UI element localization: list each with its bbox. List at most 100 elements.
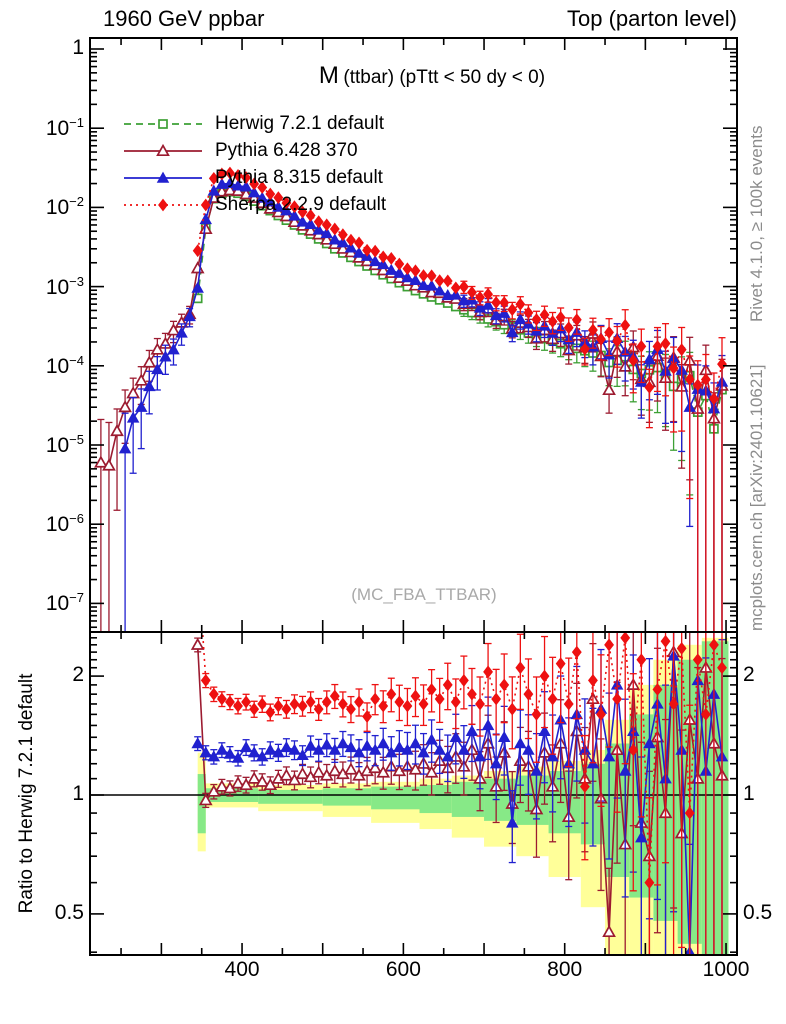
marker-filled-triangle xyxy=(231,179,245,191)
marker-filled-diamond xyxy=(418,697,429,711)
marker-filled-triangle xyxy=(506,326,519,338)
marker-filled-diamond xyxy=(588,674,598,687)
marker-filled-diamond xyxy=(644,876,655,890)
marker-filled-triangle xyxy=(304,739,317,751)
band-inner xyxy=(258,789,323,804)
marker-filled-diamond xyxy=(571,645,582,659)
marker-filled-triangle xyxy=(336,236,350,248)
marker-open-triangle xyxy=(327,763,342,777)
marker-open-triangle xyxy=(247,771,262,784)
marker-filled-diamond xyxy=(321,218,332,232)
marker-filled-triangle xyxy=(401,743,414,755)
marker-filled-diamond xyxy=(265,705,276,719)
legend-item: Sherpa 2.2.9 default xyxy=(120,191,386,218)
main-y-tick-label: 10−1 xyxy=(45,115,84,141)
marker-filled-triangle xyxy=(602,750,616,762)
marker-filled-diamond xyxy=(483,287,494,301)
marker-filled-triangle xyxy=(376,737,390,749)
marker-filled-triangle xyxy=(352,246,366,258)
band-inner xyxy=(419,785,452,814)
marker-filled-triangle xyxy=(425,733,438,745)
marker-filled-triangle xyxy=(183,310,196,322)
marker-filled-diamond xyxy=(588,323,598,337)
marker-filled-diamond xyxy=(604,638,614,652)
marker-filled-diamond xyxy=(289,697,300,711)
series-line xyxy=(100,189,723,467)
marker-open-triangle xyxy=(311,765,326,778)
marker-filled-diamond xyxy=(434,692,445,706)
marker-filled-triangle xyxy=(457,743,471,755)
marker-filled-diamond xyxy=(321,695,332,709)
marker-filled-diamond xyxy=(579,780,590,794)
marker-filled-diamond xyxy=(467,687,477,701)
marker-filled-diamond xyxy=(547,692,558,706)
marker-filled-triangle xyxy=(497,306,511,318)
marker-open-triangle xyxy=(142,355,157,368)
marker-filled-triangle xyxy=(215,177,229,189)
marker-filled-triangle xyxy=(385,263,398,275)
marker-filled-triangle xyxy=(223,747,237,759)
marker-filled-diamond xyxy=(507,303,518,317)
marker-filled-diamond xyxy=(329,689,340,703)
marker-open-triangle xyxy=(287,214,302,228)
marker-filled-diamond xyxy=(604,325,614,339)
marker-filled-triangle xyxy=(449,730,463,742)
marker-filled-diamond xyxy=(192,244,203,258)
marker-filled-triangle xyxy=(272,200,285,212)
marker-filled-triangle xyxy=(635,831,648,843)
marker-filled-diamond xyxy=(233,168,243,182)
marker-filled-diamond xyxy=(402,699,413,713)
legend-item: Pythia 6.428 370 xyxy=(120,137,386,164)
marker-open-triangle xyxy=(231,776,245,789)
band-inner xyxy=(451,781,485,817)
ratio-y-tick-label-left: 0.5 xyxy=(54,900,84,924)
ratio-y-tick-label-left: 2 xyxy=(72,663,84,687)
marker-filled-diamond xyxy=(692,653,703,667)
marker-filled-triangle xyxy=(336,737,350,749)
marker-filled-diamond xyxy=(708,638,719,652)
marker-open-triangle xyxy=(156,143,170,156)
marker-filled-triangle xyxy=(215,743,229,755)
x-tick-label: 600 xyxy=(385,958,421,981)
ratio-y-tick-label-right: 1 xyxy=(743,782,755,805)
marker-open-triangle xyxy=(134,373,149,386)
marker-filled-diamond xyxy=(442,678,453,692)
marker-filled-triangle xyxy=(514,737,527,749)
marker-filled-diamond xyxy=(410,264,421,278)
marker-filled-diamond xyxy=(668,697,679,711)
marker-filled-diamond xyxy=(216,692,227,706)
marker-filled-diamond xyxy=(563,321,574,335)
marker-filled-diamond xyxy=(313,215,324,229)
marker-filled-diamond xyxy=(499,296,510,310)
marker-open-triangle xyxy=(110,423,124,437)
marker-filled-triangle xyxy=(264,195,277,207)
marker-filled-diamond xyxy=(370,244,381,258)
marker-filled-triangle xyxy=(506,816,519,828)
legend-marker-icon xyxy=(124,198,202,211)
marker-filled-triangle xyxy=(393,266,406,278)
marker-filled-diamond xyxy=(676,642,687,655)
x-tick-label: 1000 xyxy=(702,958,750,981)
marker-open-triangle xyxy=(263,777,278,791)
marker-filled-diamond xyxy=(563,697,574,711)
marker-filled-diamond xyxy=(620,318,631,332)
marker-open-triangle xyxy=(336,241,350,254)
marker-filled-diamond xyxy=(684,806,695,820)
axis-ticks xyxy=(90,38,737,955)
marker-open-triangle xyxy=(295,766,310,780)
marker-filled-diamond xyxy=(297,205,308,219)
marker-filled-diamond xyxy=(362,243,373,257)
analysis-watermark: (MC_FBA_TTBAR) xyxy=(351,585,497,604)
marker-filled-diamond xyxy=(410,689,421,703)
marker-filled-diamond xyxy=(450,695,461,709)
marker-filled-diamond xyxy=(346,702,356,716)
marker-filled-triangle xyxy=(126,411,140,423)
marker-filled-diamond xyxy=(717,357,727,371)
marker-filled-triangle xyxy=(312,223,325,235)
ratio-series-sherpa xyxy=(200,633,727,954)
marker-filled-diamond xyxy=(612,692,623,706)
marker-filled-triangle xyxy=(288,743,301,755)
marker-filled-triangle xyxy=(207,750,221,762)
marker-filled-triangle xyxy=(409,273,422,285)
